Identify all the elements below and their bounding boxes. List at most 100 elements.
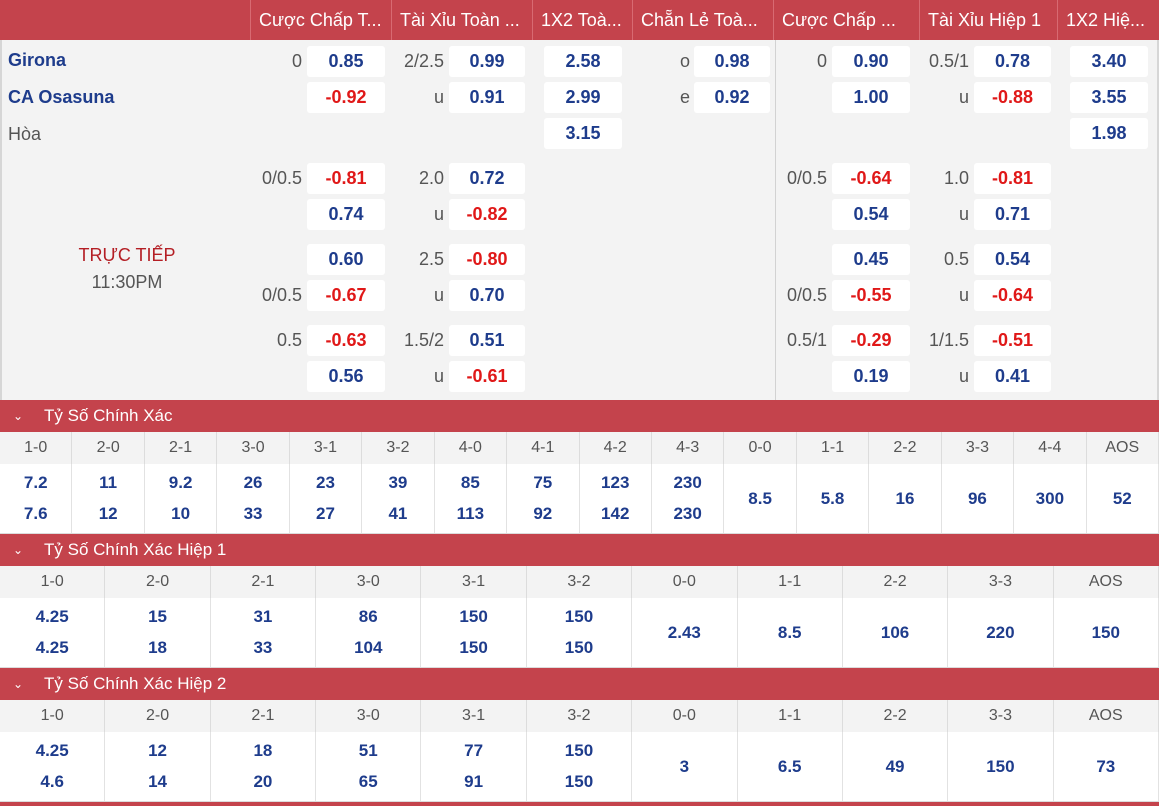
score-odds-value[interactable]: 92 (533, 503, 553, 523)
score-odds-value[interactable]: 18 (253, 741, 273, 761)
score-odds-value[interactable]: 150 (564, 637, 594, 657)
tab-over-under-h1[interactable]: Tài Xỉu Hiệp 1 (919, 0, 1057, 40)
score-odds-value[interactable]: 91 (464, 771, 484, 791)
h1ou-odds-button[interactable]: 0.41 (974, 361, 1051, 392)
score-odds-cell[interactable]: 9.2 10 (145, 464, 218, 533)
score-odds-cell[interactable]: 96 (942, 464, 1015, 533)
score-odds-value[interactable]: 150 (986, 756, 1015, 776)
h1x-odds-button[interactable]: 3.40 (1070, 46, 1148, 77)
chevron-down-icon[interactable]: ⌄ (12, 543, 24, 557)
score-odds-value[interactable]: 11 (99, 473, 118, 493)
tab-1x2-full[interactable]: 1X2 Toà... (532, 0, 632, 40)
score-odds-cell[interactable]: 77 91 (421, 732, 527, 801)
hc-odds-button[interactable]: 0.85 (307, 46, 385, 77)
oe-odds-button[interactable]: 0.92 (694, 82, 770, 113)
score-odds-value[interactable]: 39 (388, 473, 408, 493)
hc-odds-button[interactable]: 0.60 (307, 244, 385, 275)
score-odds-value[interactable]: 3 (679, 756, 690, 776)
home-team[interactable]: Girona (8, 50, 67, 70)
score-odds-value[interactable]: 150 (459, 607, 488, 627)
chevron-down-icon[interactable]: ⌄ (12, 677, 24, 691)
score-odds-value[interactable]: 73 (1096, 756, 1116, 776)
score-odds-cell[interactable]: 73 (1054, 732, 1159, 801)
score-odds-cell[interactable]: 8.5 (738, 598, 843, 667)
score-odds-value[interactable]: 4.25 (35, 637, 69, 657)
score-odds-value[interactable]: 12 (148, 741, 167, 761)
h1hc-odds-button[interactable]: 0.54 (832, 199, 910, 230)
score-odds-value[interactable]: 18 (148, 637, 167, 657)
h1hc-odds-button[interactable]: -0.29 (832, 325, 910, 356)
tab-1x2-h1[interactable]: 1X2 Hiệ... (1057, 0, 1159, 40)
score-odds-cell[interactable]: 300 (1014, 464, 1087, 533)
h1hc-odds-button[interactable]: -0.55 (832, 280, 910, 311)
score-odds-value[interactable]: 150 (564, 741, 594, 761)
score-odds-value[interactable]: 85 (460, 473, 480, 493)
section-header[interactable]: ⌄ Tỷ Số Chính Xác Hiệp 2 (0, 668, 1159, 700)
ou-odds-button[interactable]: 0.51 (449, 325, 525, 356)
score-odds-cell[interactable]: 106 (843, 598, 949, 667)
score-odds-value[interactable]: 20 (253, 771, 273, 791)
h1ou-odds-button[interactable]: 0.78 (974, 46, 1051, 77)
score-odds-cell[interactable]: 85 113 (435, 464, 508, 533)
hc-odds-button[interactable]: 0.74 (307, 199, 385, 230)
score-odds-cell[interactable]: 2.43 (632, 598, 738, 667)
tab-odd-even-full[interactable]: Chẵn Lẻ Toà... (632, 0, 773, 40)
score-odds-cell[interactable]: 3 (632, 732, 738, 801)
score-odds-value[interactable]: 96 (967, 488, 987, 508)
score-odds-cell[interactable]: 11 12 (72, 464, 145, 533)
score-odds-cell[interactable]: 26 33 (217, 464, 290, 533)
score-odds-value[interactable]: 150 (564, 771, 594, 791)
score-odds-value[interactable]: 113 (456, 503, 485, 523)
score-odds-value[interactable]: 14 (148, 771, 167, 791)
hc-odds-button[interactable]: -0.81 (307, 163, 385, 194)
ou-odds-button[interactable]: -0.80 (449, 244, 525, 275)
x-odds-button[interactable]: 2.99 (544, 82, 622, 113)
score-odds-value[interactable]: 123 (601, 473, 630, 493)
score-odds-value[interactable]: 230 (673, 473, 702, 493)
score-odds-value[interactable]: 7.6 (23, 503, 48, 523)
tab-handicap-h1[interactable]: Cược Chấp ... (773, 0, 919, 40)
hc-odds-button[interactable]: -0.67 (307, 280, 385, 311)
h1hc-odds-button[interactable]: 0.90 (832, 46, 910, 77)
score-odds-cell[interactable]: 123 142 (580, 464, 652, 533)
score-odds-value[interactable]: 27 (316, 503, 335, 523)
ou-odds-button[interactable]: -0.82 (449, 199, 525, 230)
score-odds-value[interactable]: 7.2 (23, 473, 48, 493)
score-odds-cell[interactable]: 52 (1087, 464, 1159, 533)
score-odds-value[interactable]: 26 (243, 473, 263, 493)
score-odds-cell[interactable]: 4.25 4.25 (0, 598, 106, 667)
score-odds-cell[interactable]: 5.8 (797, 464, 870, 533)
score-odds-value[interactable]: 23 (316, 473, 335, 493)
score-odds-value[interactable]: 86 (358, 607, 378, 627)
score-odds-cell[interactable]: 8.5 (724, 464, 797, 533)
score-odds-cell[interactable]: 75 92 (507, 464, 580, 533)
section-header[interactable]: ⌄ Tỷ Số Chính Xác Hiệp 1 (0, 534, 1159, 566)
h1hc-odds-button[interactable]: 0.45 (832, 244, 910, 275)
score-odds-value[interactable]: 300 (1035, 488, 1065, 508)
score-odds-cell[interactable]: 18 20 (211, 732, 317, 801)
score-odds-cell[interactable]: 12 14 (105, 732, 211, 801)
score-odds-value[interactable]: 4.25 (35, 741, 69, 761)
score-odds-value[interactable]: 33 (243, 503, 263, 523)
hc-odds-button[interactable]: 0.56 (307, 361, 385, 392)
hc-odds-button[interactable]: -0.92 (307, 82, 385, 113)
score-odds-value[interactable]: 49 (885, 756, 905, 776)
h1ou-odds-button[interactable]: 0.71 (974, 199, 1051, 230)
score-odds-value[interactable]: 51 (358, 741, 378, 761)
away-team[interactable]: CA Osasuna (8, 87, 115, 107)
score-odds-value[interactable]: 41 (388, 503, 408, 523)
chevron-down-icon[interactable]: ⌄ (12, 409, 24, 423)
score-odds-value[interactable]: 2.43 (667, 622, 701, 642)
score-odds-cell[interactable]: 6.5 (738, 732, 843, 801)
score-odds-cell[interactable]: 86 104 (316, 598, 422, 667)
score-odds-cell[interactable]: 15 18 (105, 598, 211, 667)
score-odds-value[interactable]: 6.5 (777, 756, 802, 776)
ou-odds-button[interactable]: 0.99 (449, 46, 525, 77)
score-odds-value[interactable]: 150 (1091, 622, 1120, 642)
h1x-odds-button[interactable]: 3.55 (1070, 82, 1148, 113)
ou-odds-button[interactable]: 0.72 (449, 163, 525, 194)
score-odds-value[interactable]: 150 (459, 637, 488, 657)
h1hc-odds-button[interactable]: -0.64 (832, 163, 910, 194)
score-odds-value[interactable]: 5.8 (820, 488, 845, 508)
h1ou-odds-button[interactable]: 0.54 (974, 244, 1051, 275)
